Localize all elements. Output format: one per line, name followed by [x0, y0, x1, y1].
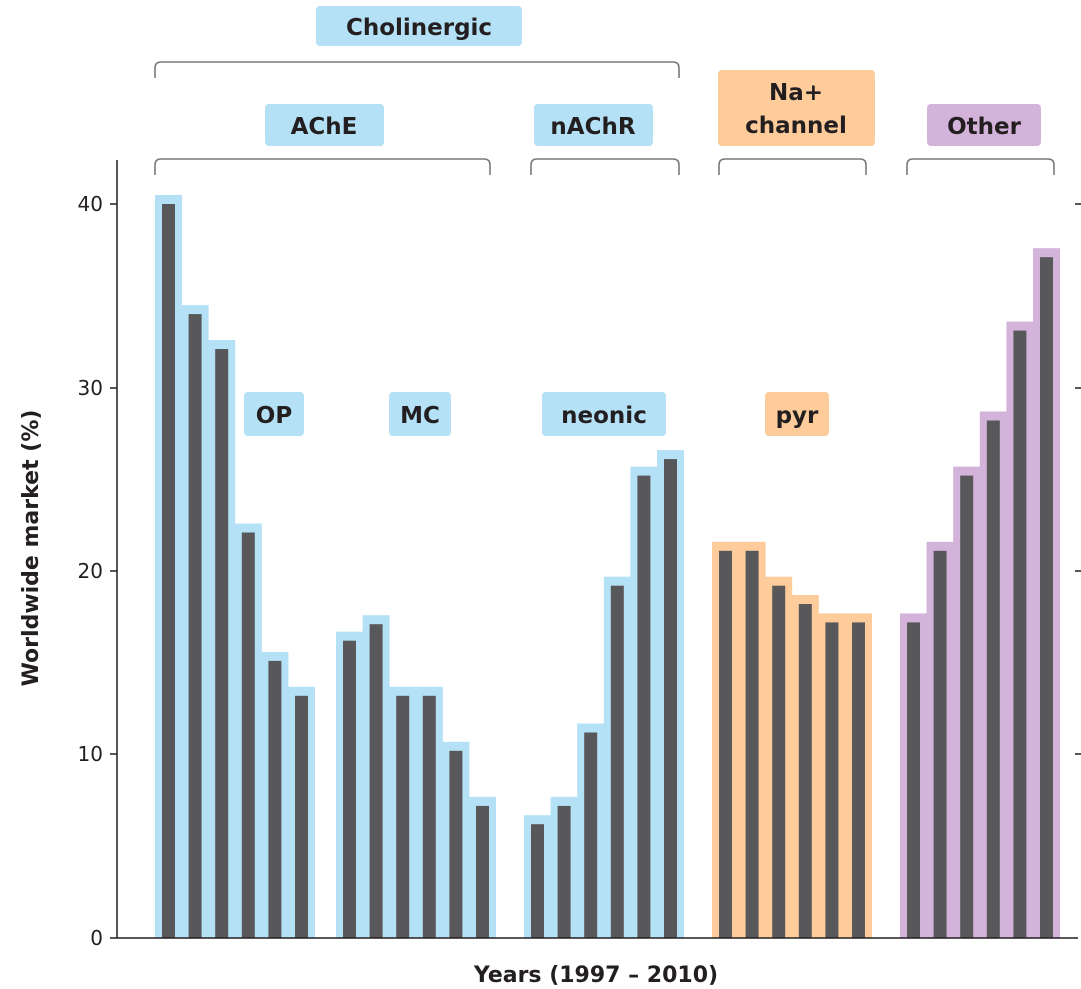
bar-other-1 [907, 622, 920, 938]
bar-mc-4 [422, 695, 436, 938]
bar-other-4 [986, 420, 1000, 938]
na-channel-label-bg [718, 70, 875, 146]
bar-neonic-4 [610, 585, 624, 938]
bar-pyr-3 [772, 585, 786, 938]
bar-op-4 [241, 532, 255, 938]
na-channel-bracket [718, 158, 867, 175]
series-labels: OP MC neonic pyr [244, 392, 829, 436]
bar-neonic-5 [637, 475, 651, 938]
bar-mc-3 [396, 695, 410, 938]
bar-op-2 [188, 314, 202, 939]
bar-halo-layer [155, 195, 1060, 939]
cholinergic-bracket [154, 61, 680, 78]
y-tick-label-40: 40 [78, 192, 103, 216]
bar-other-2 [933, 550, 947, 938]
mc-label-bg [389, 392, 451, 436]
bar-neonic-3 [584, 732, 598, 938]
bar-op-3 [215, 349, 229, 938]
bar-pyr-4 [798, 604, 812, 938]
y-tick-label-0: 0 [90, 926, 103, 950]
mc-label: MC [400, 403, 440, 429]
bar-pyr-1 [719, 550, 732, 938]
cholinergic-label: Cholinergic [346, 15, 492, 41]
bar-mc-2 [369, 624, 383, 938]
na-channel-label-line1: Na+ [769, 80, 823, 106]
bar-pyr-6 [852, 622, 865, 938]
cholinergic-label-bg [316, 6, 522, 46]
axes: 0 10 20 30 40 Worldwide market (%) Years… [19, 160, 1081, 988]
bar-neonic-2 [557, 805, 571, 938]
bar-op-6 [295, 695, 308, 938]
nachr-label: nAChR [550, 114, 635, 140]
other-label-bg [927, 104, 1041, 146]
neonic-label-bg [542, 392, 666, 436]
y-tick-label-20: 20 [78, 559, 103, 583]
neonic-label: neonic [561, 403, 647, 429]
na-channel-label-line2: channel [745, 113, 847, 139]
ache-label: AChE [291, 114, 358, 140]
bar-op-1 [162, 204, 175, 938]
pyr-label-bg [765, 392, 829, 436]
ache-label-bg [265, 104, 384, 146]
bar-pyr-5 [825, 622, 839, 938]
bar-layer [162, 204, 1053, 939]
nachr-label-bg [534, 104, 653, 146]
bar-neonic-6 [664, 459, 677, 938]
bar-other-3 [960, 475, 974, 938]
bar-neonic-1 [531, 824, 544, 938]
bar-other-6 [1040, 257, 1053, 938]
bar-mc-1 [343, 640, 356, 938]
x-axis-title: Years (1997 – 2010) [473, 963, 718, 988]
bar-op-5 [268, 660, 282, 938]
other-label: Other [947, 114, 1022, 140]
category-labels: Cholinergic AChE nAChR Na+ channel Other [265, 6, 1041, 146]
y-axis-title: Worldwide market (%) [19, 410, 44, 687]
y-tick-label-10: 10 [78, 742, 103, 766]
bar-pyr-2 [745, 550, 759, 938]
bar-mc-6 [476, 805, 489, 938]
ache-bracket [154, 158, 491, 175]
other-bracket [906, 158, 1055, 175]
op-label-bg [244, 392, 304, 436]
nachr-bracket [530, 158, 680, 175]
pyr-label: pyr [776, 403, 819, 429]
bar-mc-5 [449, 750, 463, 938]
bar-other-5 [1013, 330, 1027, 939]
y-tick-label-30: 30 [78, 376, 103, 400]
op-label: OP [256, 403, 292, 429]
category-brackets [154, 61, 1055, 175]
